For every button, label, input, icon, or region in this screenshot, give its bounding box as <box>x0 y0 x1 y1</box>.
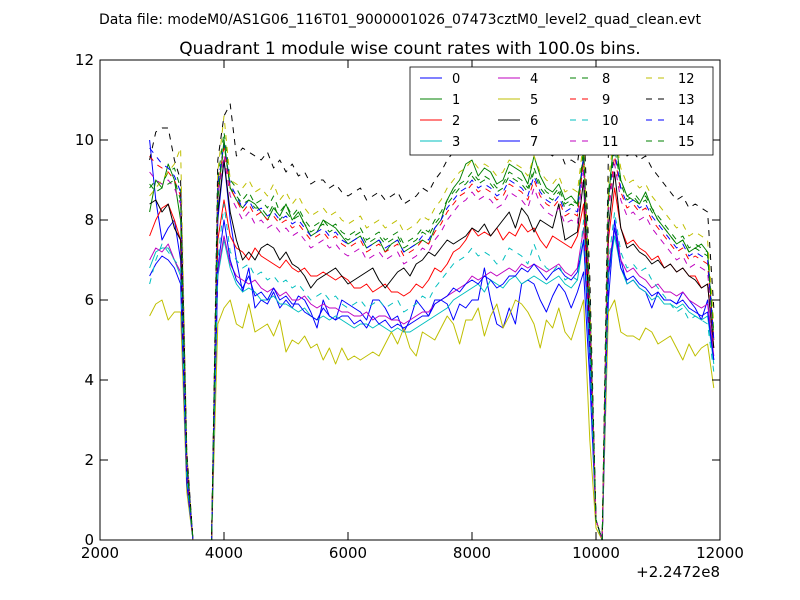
x-offset-label: +2.2472e8 <box>636 563 720 581</box>
series-line-7 <box>149 219 715 541</box>
series-line-1 <box>149 131 715 541</box>
x-tick-label: 8000 <box>453 544 491 562</box>
x-tick-label: 10000 <box>572 544 620 562</box>
legend-label-1: 1 <box>452 93 460 108</box>
series-line-8 <box>149 131 715 541</box>
legend-label-3: 3 <box>452 135 460 150</box>
legend-label-11: 11 <box>602 135 619 150</box>
series-line-12 <box>149 115 715 541</box>
legend-label-0: 0 <box>452 72 460 87</box>
legend-label-13: 13 <box>678 93 695 108</box>
legend-label-15: 15 <box>678 135 695 150</box>
series-line-5 <box>149 299 715 541</box>
series-line-9 <box>149 147 715 541</box>
series-line-6 <box>149 159 715 541</box>
legend-label-14: 14 <box>678 114 695 129</box>
legend-label-5: 5 <box>530 93 538 108</box>
legend-label-10: 10 <box>602 114 619 129</box>
series-line-11 <box>149 155 715 541</box>
y-tick-label: 10 <box>75 131 94 149</box>
series-line-4 <box>149 227 715 541</box>
legend-label-8: 8 <box>602 72 610 87</box>
x-tick-label: 2000 <box>81 544 119 562</box>
y-tick-label: 0 <box>84 531 94 549</box>
legend-label-9: 9 <box>602 93 610 108</box>
x-tick-label: 12000 <box>696 544 744 562</box>
legend-label-12: 12 <box>678 72 695 87</box>
y-tick-label: 4 <box>84 371 94 389</box>
y-tick-label: 8 <box>84 211 94 229</box>
x-tick-label: 4000 <box>205 544 243 562</box>
series-layer <box>149 103 715 541</box>
y-tick-label: 12 <box>75 51 94 69</box>
series-line-15 <box>149 143 715 541</box>
legend-label-4: 4 <box>530 72 538 87</box>
y-tick-label: 2 <box>84 451 94 469</box>
legend-label-2: 2 <box>452 114 460 129</box>
chart-title: Quadrant 1 module wise count rates with … <box>179 39 640 59</box>
figure-suptitle: Data file: modeM0/AS1G06_116T01_90000010… <box>99 12 701 28</box>
series-line-10 <box>149 203 715 541</box>
legend-box <box>409 66 714 156</box>
x-tick-label: 6000 <box>329 544 367 562</box>
legend-label-6: 6 <box>530 114 538 129</box>
legend-label-7: 7 <box>530 135 538 150</box>
y-tick-label: 6 <box>84 291 94 309</box>
